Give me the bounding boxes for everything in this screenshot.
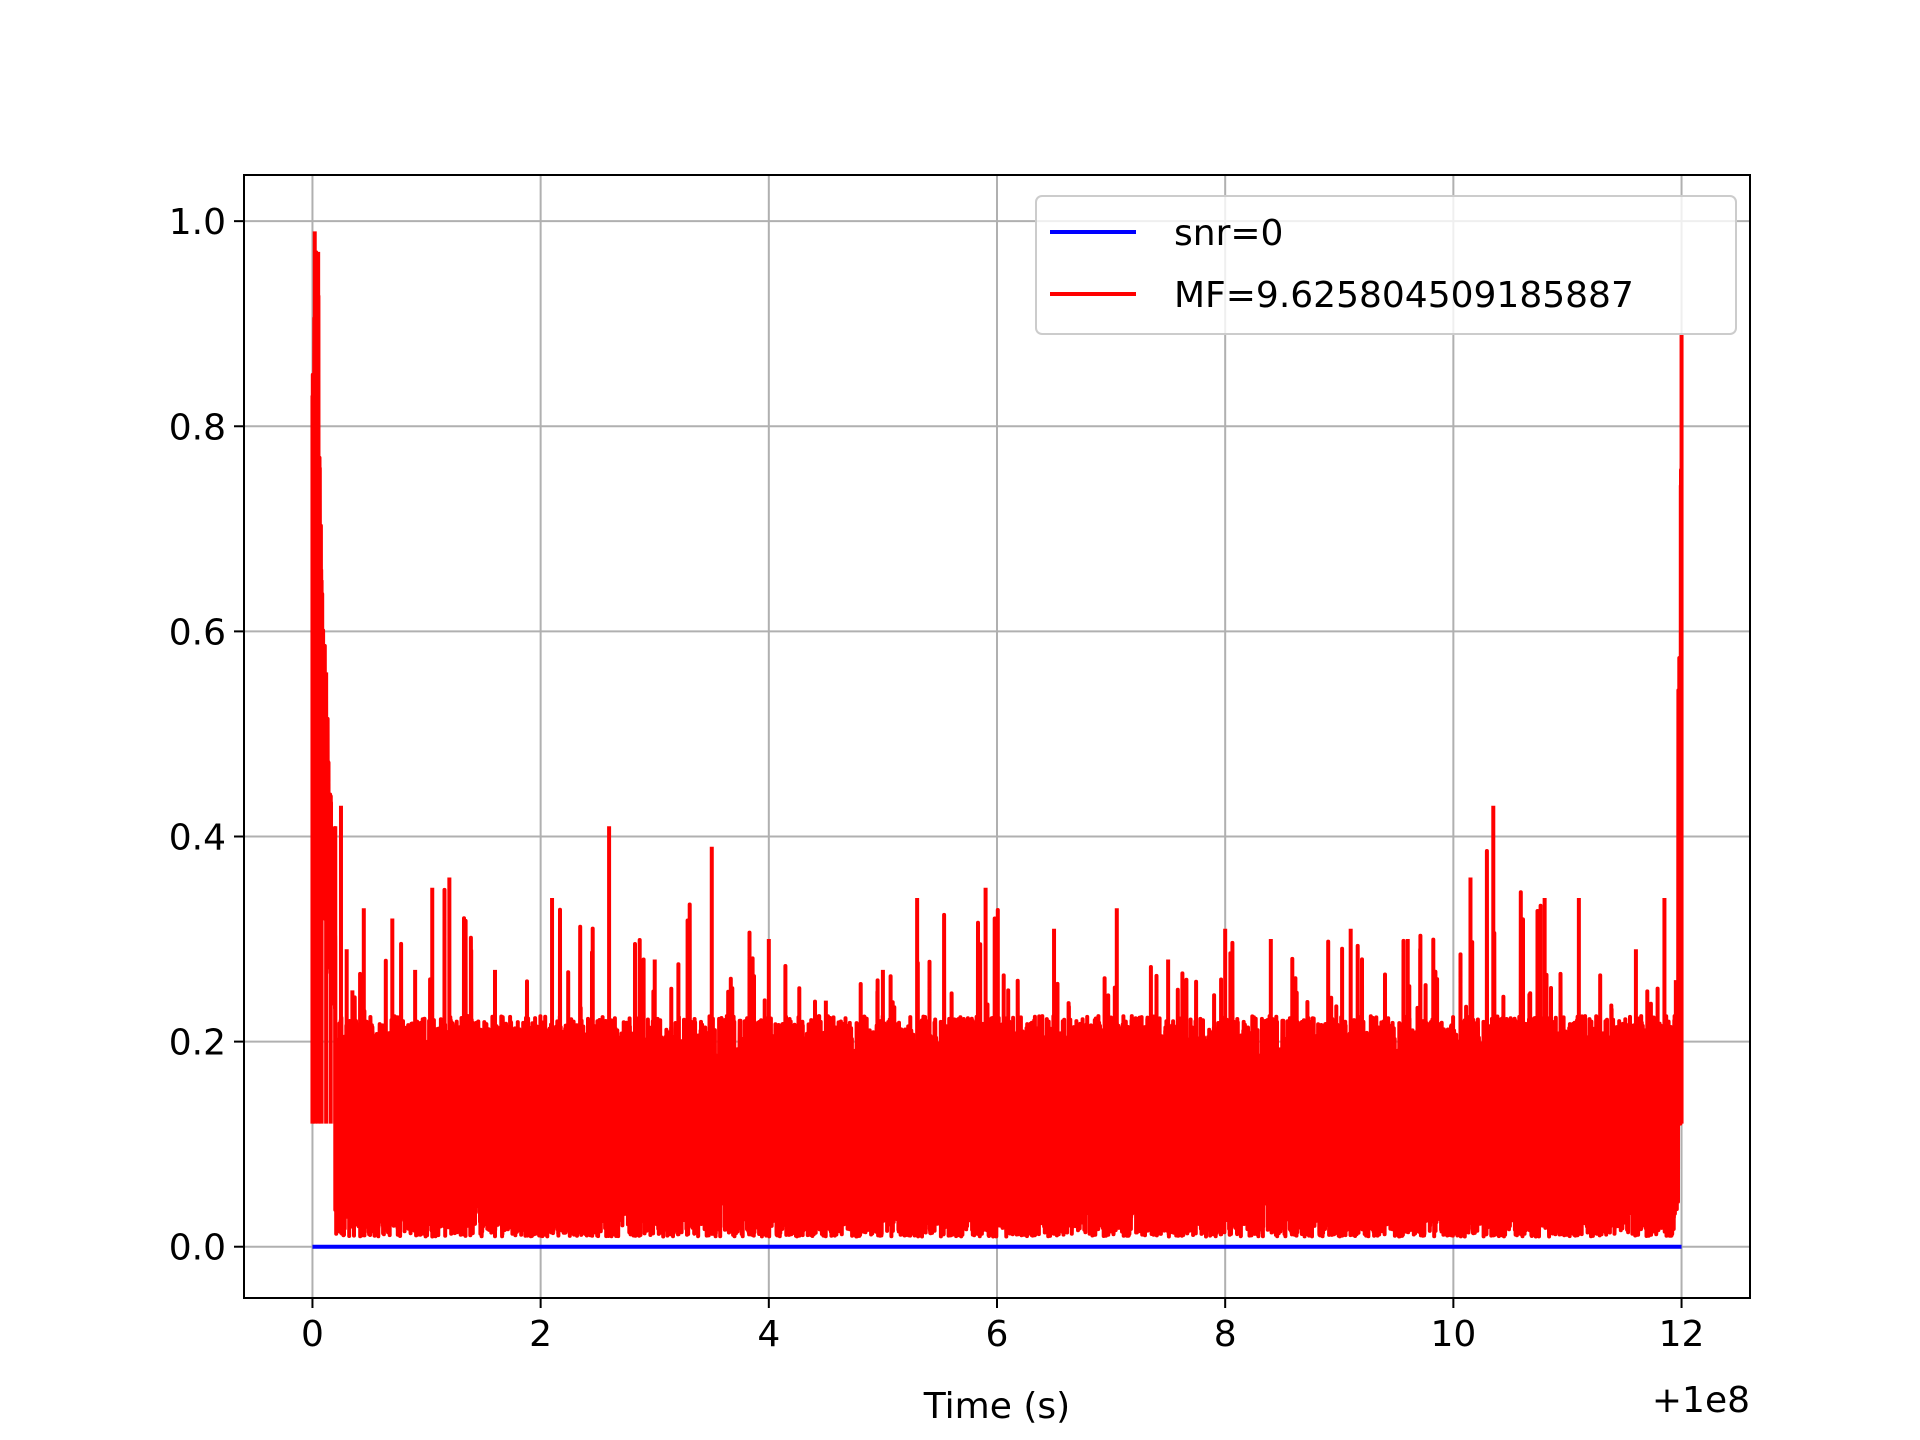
y-tick-label: 1.0 [169,202,226,243]
ticks: 0 2 4 6 8 10 12 0.0 0.2 0.4 0.6 0.8 1.0 [169,202,1705,1355]
y-tick-label: 0.2 [169,1023,226,1064]
x-tick-label: 6 [986,1314,1009,1355]
legend-box [1035,195,1737,335]
x-axis-label: Time (s) [923,1386,1070,1427]
x-tick-label: 0 [301,1314,324,1355]
legend-label-mf: MF=9.625804509185887 [1174,275,1634,316]
x-tick-label: 8 [1214,1314,1237,1355]
y-tick-label: 0.0 [169,1228,226,1269]
x-tick-label: 10 [1430,1314,1476,1355]
y-tick-label: 0.8 [169,407,226,448]
x-axis-offset-text: +1e8 [1652,1380,1750,1421]
y-tick-label: 0.4 [169,817,226,858]
plot-series [310,231,1684,1249]
x-tick-label: 2 [529,1314,552,1355]
legend-label-snr: snr=0 [1174,213,1283,254]
x-tick-label: 12 [1659,1314,1705,1355]
series-line-mf [310,250,1684,1239]
x-tick-label: 4 [757,1314,780,1355]
y-tick-label: 0.6 [169,612,226,653]
legend: snr=0 MF=9.625804509185887 [1035,195,1737,335]
